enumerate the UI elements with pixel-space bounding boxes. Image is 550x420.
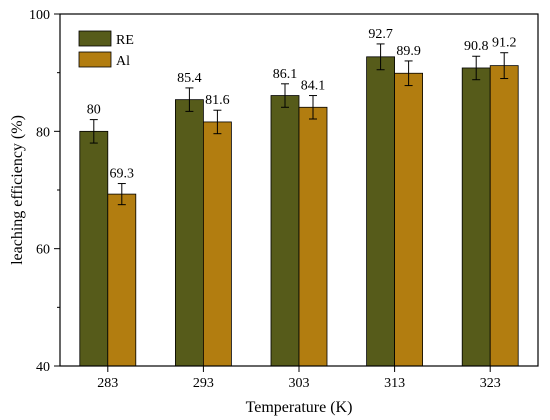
- bar-re-303: [270, 95, 300, 367]
- data-label-re-323: 90.8: [464, 39, 489, 54]
- bar-al-313: [394, 72, 424, 367]
- bar-al-323: [489, 65, 519, 367]
- x-tick-label: 323: [480, 376, 501, 391]
- y-axis-label: leaching efficiency (%): [9, 115, 26, 265]
- bar-re-283: [79, 130, 109, 367]
- x-axis-label: Temperature (K): [246, 399, 353, 416]
- bars-layer: [79, 56, 519, 367]
- x-tick-label: 293: [193, 376, 214, 391]
- x-tick-label: 303: [289, 376, 310, 391]
- data-label-re-313: 92.7: [368, 27, 393, 42]
- data-label-re-293: 85.4: [177, 71, 202, 86]
- x-tick-label: 283: [97, 376, 118, 391]
- y-tick-label: 80: [36, 125, 50, 140]
- legend: RE Al: [78, 30, 134, 69]
- bar-al-283: [107, 193, 137, 367]
- legend-label-re: RE: [116, 33, 134, 48]
- bar-re-313: [366, 56, 396, 367]
- bar-al-293: [202, 121, 232, 367]
- data-labels-layer: 80 69.3 85.481.6 86.184.1 92.789.9 90.8 91.2: [87, 27, 517, 182]
- y-tick-label: 60: [36, 243, 50, 258]
- data-label-re-283: 80: [87, 103, 101, 118]
- bar-re-293: [174, 99, 204, 367]
- legend-swatch-re: [78, 30, 112, 47]
- error-bars-layer: [89, 43, 509, 206]
- y-tick-label: 100: [29, 8, 50, 23]
- bar-re-323: [461, 67, 491, 367]
- data-label-re-303: 86.1: [273, 67, 298, 82]
- data-label-al-293: 81.6: [205, 93, 230, 108]
- x-tick-label: 313: [384, 376, 405, 391]
- y-tick-label: 40: [36, 360, 50, 375]
- y-axis-ticks: 40 60 80 100: [29, 8, 60, 375]
- legend-swatch-al: [78, 51, 112, 68]
- legend-label-al: Al: [116, 54, 130, 69]
- bar-al-303: [298, 106, 328, 367]
- data-label-al-323: 91.2: [492, 36, 517, 51]
- x-axis-ticks: 283 293 303 313 323: [97, 366, 501, 391]
- data-label-al-303: 84.1: [301, 79, 326, 94]
- data-label-al-313: 89.9: [396, 44, 421, 59]
- data-label-al-283: 69.3: [110, 167, 135, 182]
